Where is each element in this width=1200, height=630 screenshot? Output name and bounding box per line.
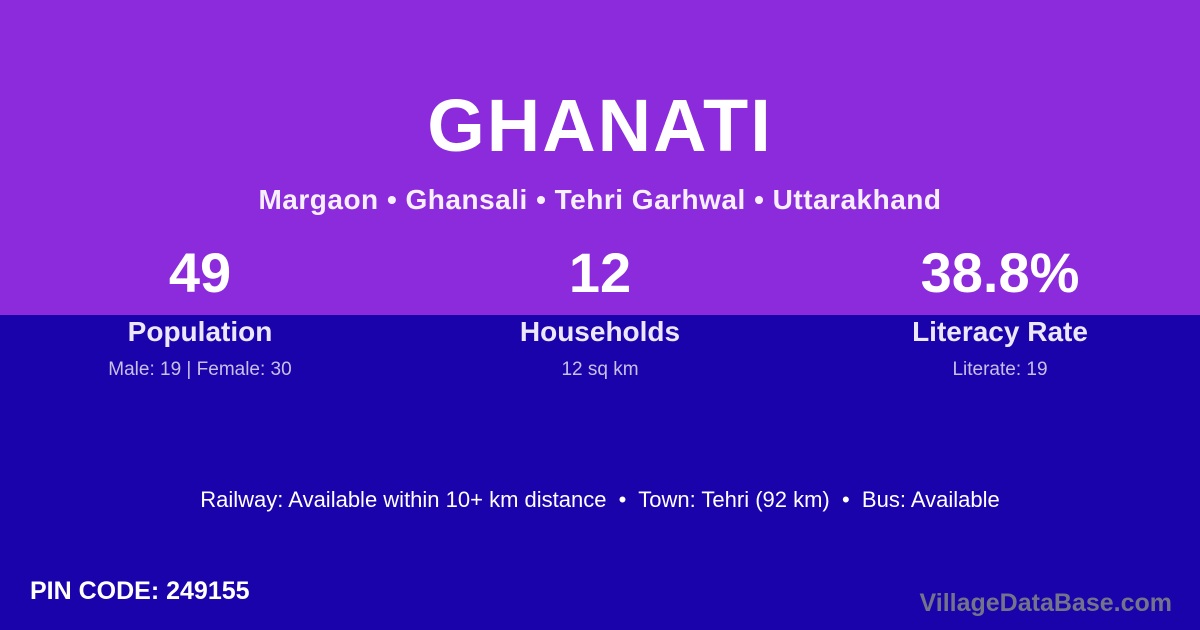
literacy-rate-value: 38.8% [920, 241, 1080, 304]
literate-count-detail: Literate: 19 [952, 359, 1048, 380]
population-gender-detail: Male: 19 | Female: 30 [108, 359, 292, 380]
stat-households: 12 Households 12 sq km [400, 240, 800, 381]
village-name-title: GHANATI [427, 84, 773, 167]
amenities-summary: Railway: Available within 10+ km distanc… [200, 487, 1000, 512]
stat-literacy: 38.8% Literacy Rate Literate: 19 [800, 240, 1200, 381]
stat-population: 49 Population Male: 19 | Female: 30 [0, 240, 400, 381]
population-value: 49 [168, 241, 232, 304]
population-label: Population [127, 316, 273, 347]
households-label: Households [519, 316, 681, 347]
area-detail: 12 sq km [561, 359, 639, 380]
households-value: 12 [568, 241, 632, 304]
site-watermark: VillageDataBase.com [919, 589, 1172, 617]
literacy-rate-label: Literacy Rate [912, 316, 1088, 347]
pin-code-label: PIN CODE: 249155 [30, 577, 250, 605]
stats-row: 49 Population Male: 19 | Female: 30 12 H… [0, 240, 1200, 381]
location-breadcrumb: Margaon • Ghansali • Tehri Garhwal • Utt… [258, 184, 942, 215]
